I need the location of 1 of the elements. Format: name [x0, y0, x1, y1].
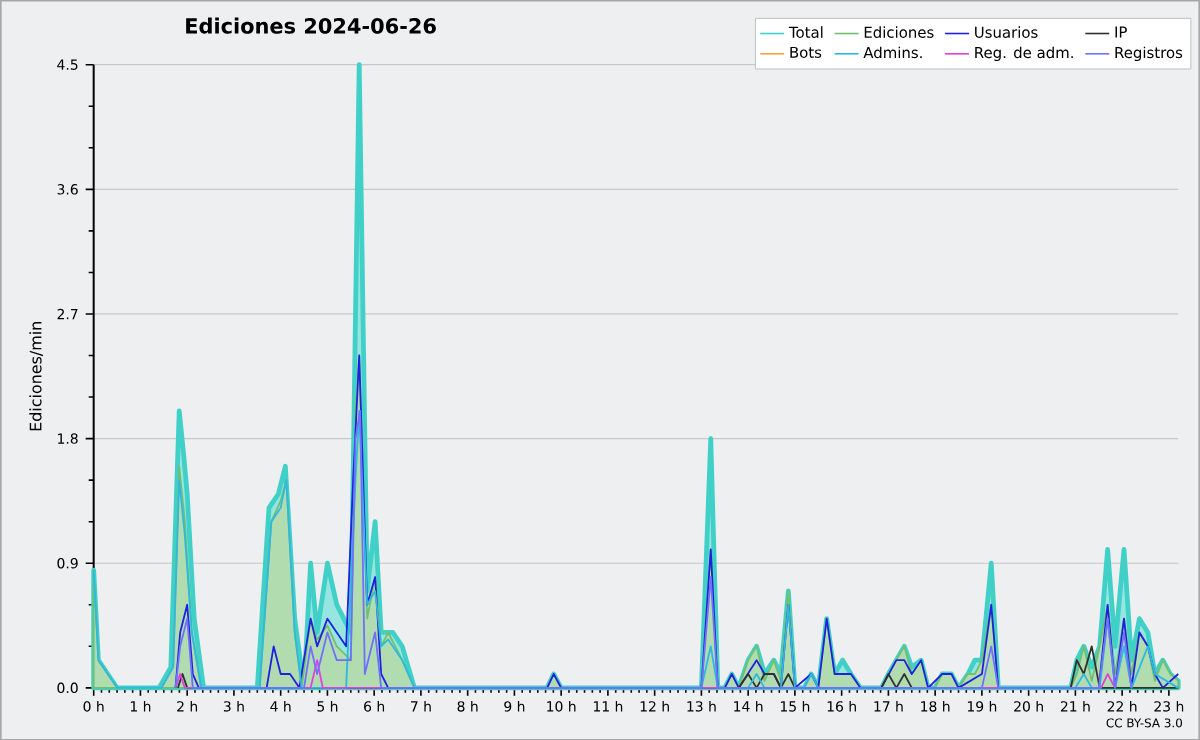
chart-title: Ediciones 2024-06-26 [186, 17, 436, 34]
